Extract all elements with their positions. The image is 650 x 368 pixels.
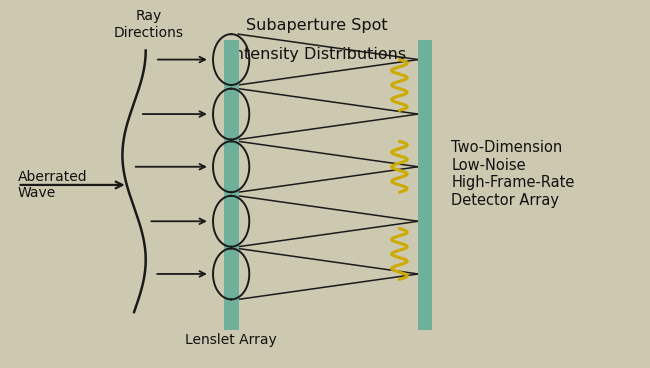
Bar (235, 40, 239, 330)
Text: Aberrated
Wave: Aberrated Wave (18, 170, 87, 200)
Text: Two-Dimension
Low-Noise
High-Frame-Rate
Detector Array: Two-Dimension Low-Noise High-Frame-Rate … (451, 141, 575, 208)
Text: Subaperture Spot: Subaperture Spot (246, 18, 388, 33)
Bar (418, 40, 432, 330)
Bar (224, 40, 229, 330)
Bar (224, 40, 239, 330)
Text: Lenslet Array: Lenslet Array (185, 333, 277, 347)
Text: Intensity Distributions: Intensity Distributions (229, 47, 406, 62)
Text: Ray
Directions: Ray Directions (114, 10, 184, 40)
